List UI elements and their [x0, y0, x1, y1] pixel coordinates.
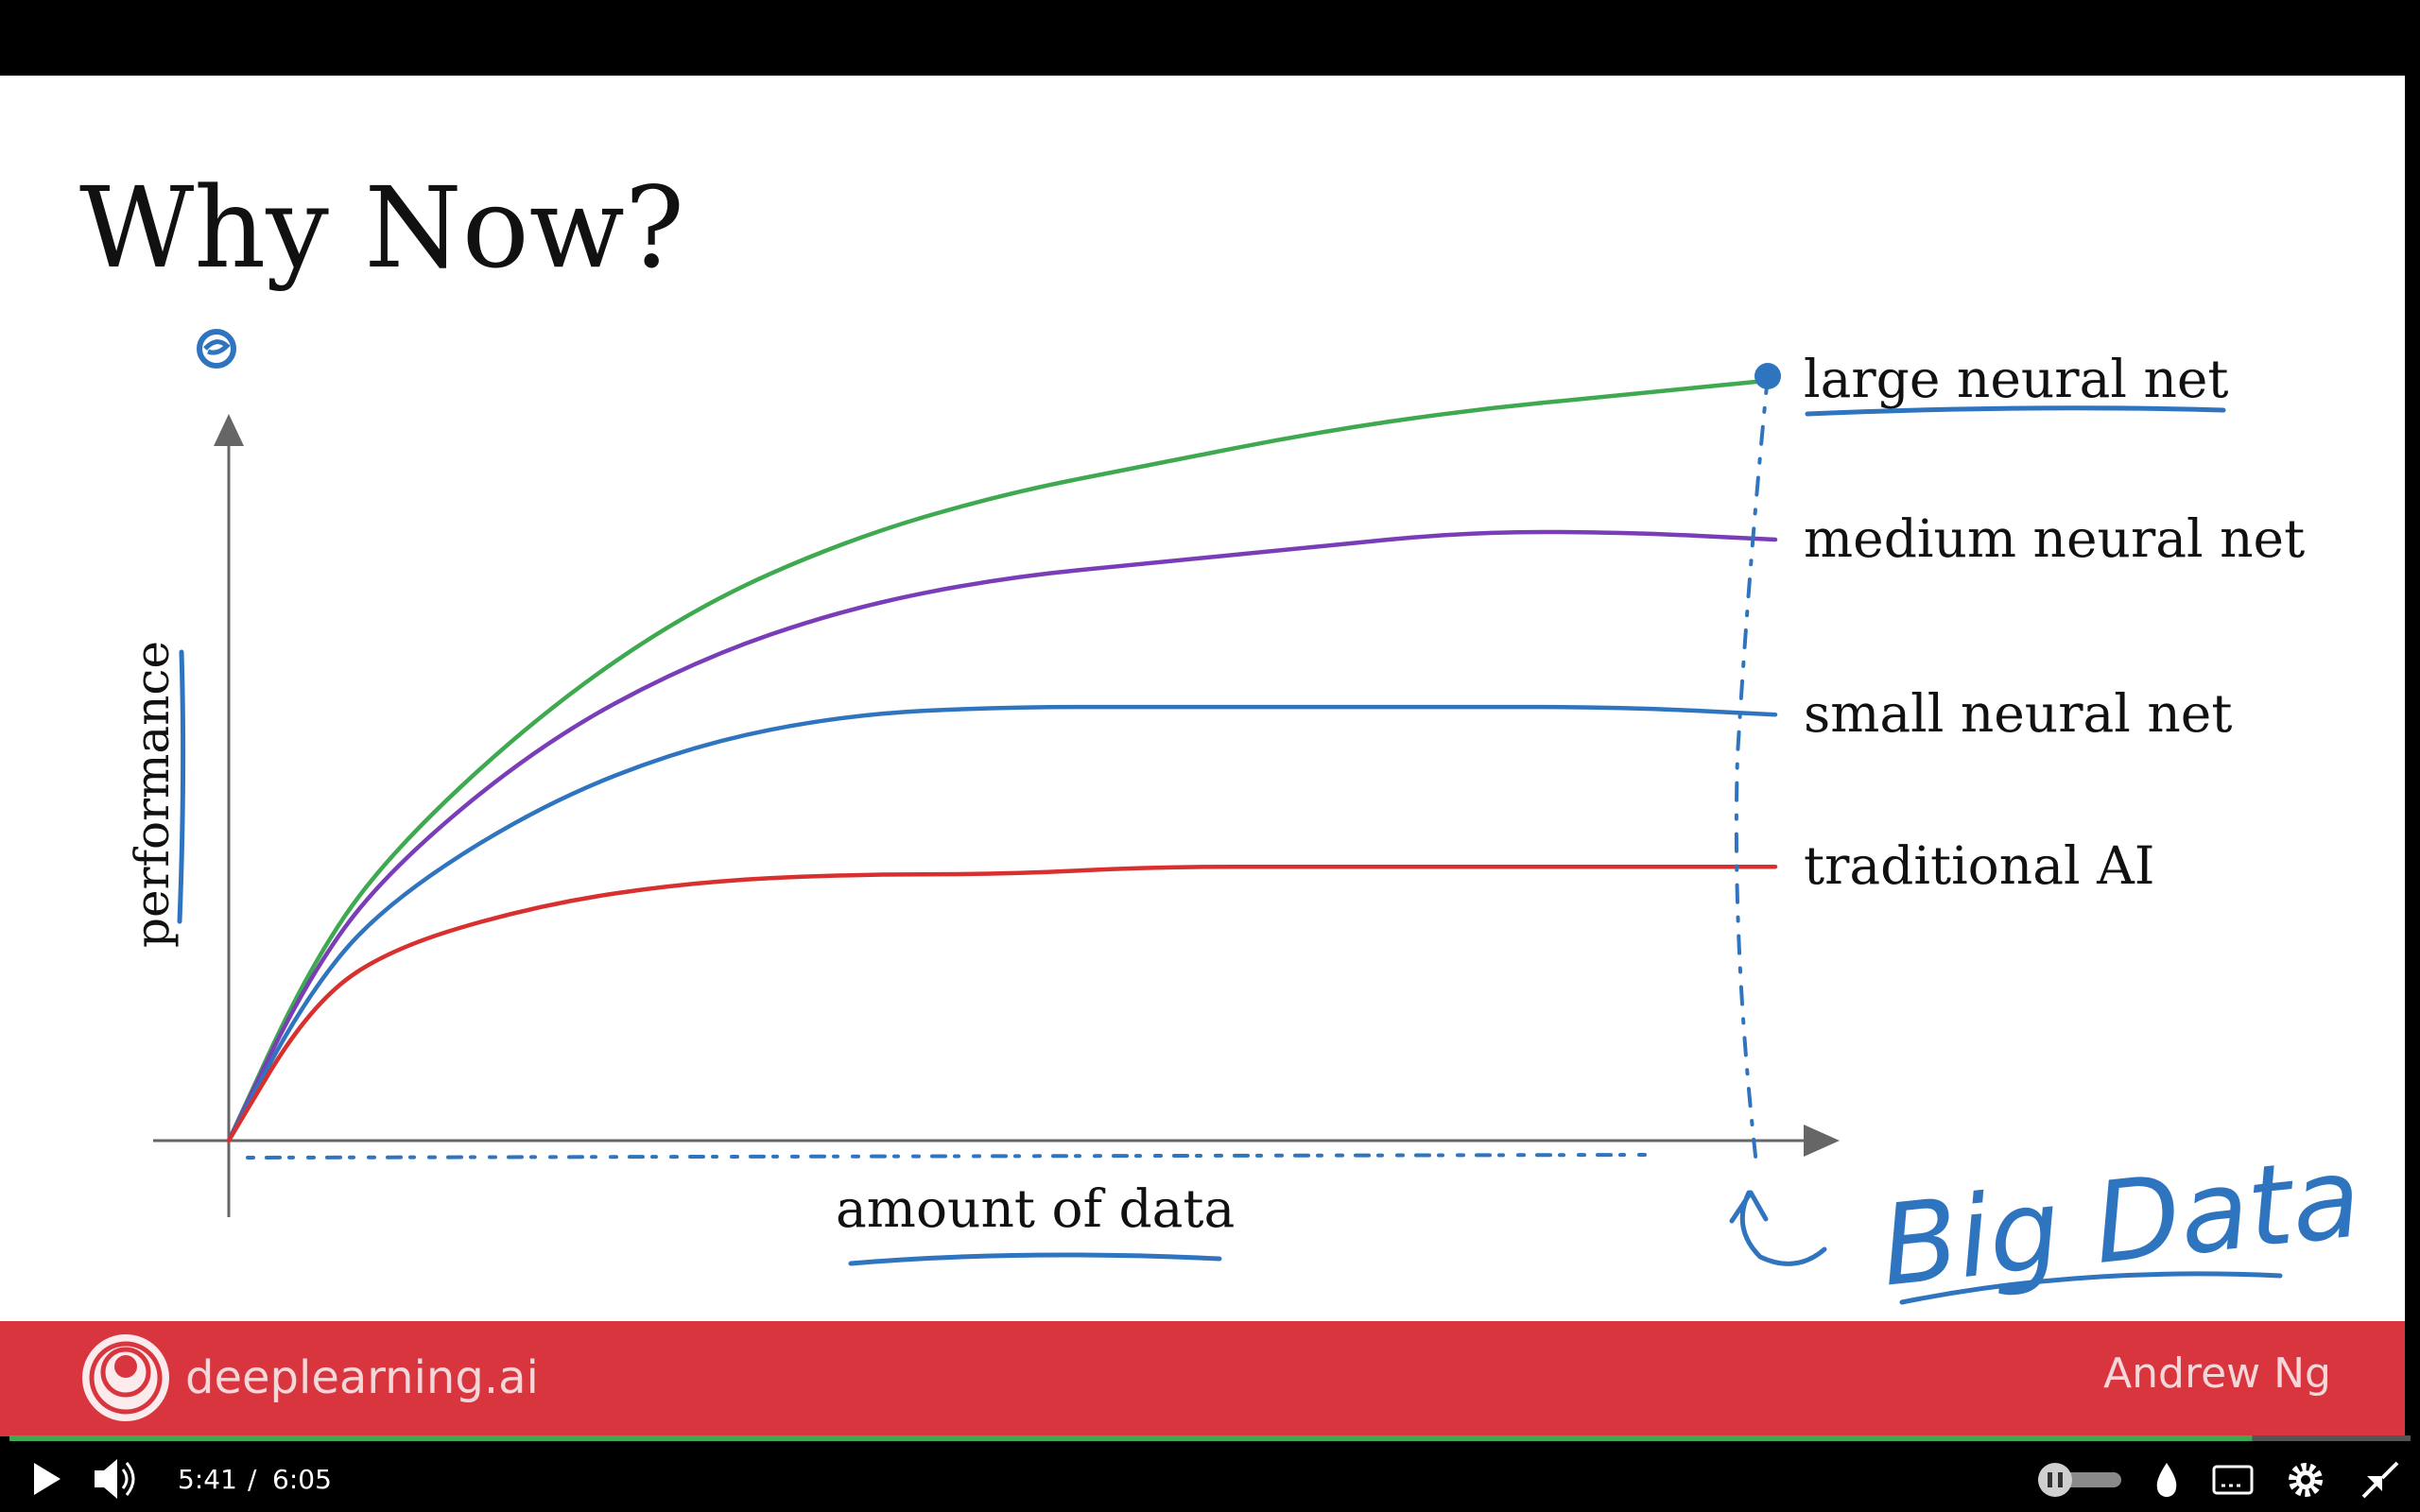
play-icon — [34, 1463, 60, 1495]
big-data-underline — [1899, 1271, 2283, 1305]
chart-series: large neural net medium neural net small n… — [226, 349, 2305, 1143]
autoplay-toggle[interactable] — [2038, 1463, 2121, 1497]
brand-bar — [0, 1321, 2405, 1436]
duration: 6:05 — [272, 1464, 332, 1495]
series-line-large-neural-net — [226, 377, 1778, 1143]
author-name: Andrew Ng — [2103, 1349, 2331, 1398]
chart-axes — [153, 414, 1840, 1217]
right-edge-bar — [2405, 76, 2420, 1323]
series-label-traditional-ai: traditional AI — [1804, 835, 2155, 896]
series-line-medium-neural-net — [226, 529, 1778, 1143]
exit-fullscreen-button[interactable] — [2361, 1461, 2399, 1499]
y-axis-arrow — [214, 414, 244, 446]
droplet-icon — [2156, 1463, 2177, 1497]
current-time: 5:41 — [178, 1464, 237, 1495]
y-axis-label: performance — [125, 641, 180, 948]
series-line-traditional-ai — [226, 864, 1778, 1143]
x-axis-arrow — [1804, 1125, 1840, 1157]
large-label-underline — [1805, 405, 2226, 417]
play-button[interactable] — [34, 1463, 60, 1495]
slide-title: Why Now? — [79, 163, 684, 293]
controls-bar — [0, 1436, 2420, 1512]
volume-button[interactable] — [95, 1459, 135, 1499]
large-net-endpoint-dot — [1754, 363, 1781, 389]
volume-icon — [95, 1459, 135, 1499]
time-separator: / — [248, 1464, 257, 1495]
quality-button[interactable] — [2156, 1463, 2177, 1497]
captions-button[interactable] — [2212, 1465, 2254, 1495]
brand-name: deeplearning.ai — [185, 1351, 539, 1404]
exit-fullscreen-icon — [2361, 1461, 2399, 1499]
x-axis-label: amount of data — [836, 1178, 1235, 1239]
handwritten-e-mark — [197, 329, 236, 369]
settings-button[interactable] — [2289, 1463, 2323, 1497]
gear-icon — [2289, 1463, 2323, 1497]
slide-background — [0, 76, 2405, 1323]
series-label-small-neural-net: small neural net — [1804, 683, 2232, 744]
arrow-up-icon — [1729, 1190, 1827, 1266]
series-line-small-neural-net — [226, 704, 1778, 1143]
captions-icon — [2212, 1465, 2254, 1495]
progress-fill — [9, 1435, 2253, 1441]
x-label-underline — [848, 1252, 1222, 1266]
series-label-large-neural-net: large neural net — [1804, 349, 2229, 409]
x-axis-dash-annotation — [246, 1153, 1654, 1160]
series-label-medium-neural-net: medium neural net — [1804, 508, 2305, 569]
y-label-underline — [177, 649, 186, 924]
deeplearning-logo — [82, 1334, 169, 1421]
